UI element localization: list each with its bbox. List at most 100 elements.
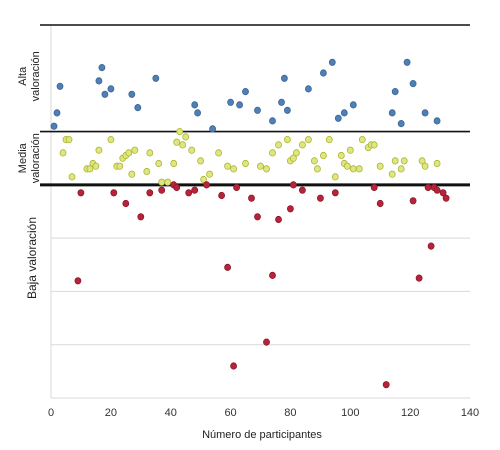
data-point	[230, 165, 238, 173]
data-point	[65, 136, 73, 144]
data-point	[242, 159, 249, 168]
data-point	[146, 189, 154, 197]
data-point	[283, 136, 291, 144]
data-point	[334, 114, 342, 122]
data-point	[280, 74, 288, 82]
data-point	[391, 88, 399, 96]
x-tick-label: 80	[284, 407, 296, 419]
data-point	[343, 162, 351, 170]
data-point	[173, 183, 181, 192]
data-point	[107, 85, 115, 93]
data-point	[134, 104, 142, 112]
data-point	[128, 90, 136, 98]
data-point	[269, 117, 276, 125]
band-label-line2: valoración	[30, 51, 42, 101]
data-point	[298, 186, 306, 194]
data-point	[122, 199, 130, 208]
x-tick-label: 20	[105, 407, 117, 419]
data-point	[74, 277, 82, 285]
data-point	[137, 213, 145, 221]
data-point	[403, 58, 411, 66]
data-point	[209, 125, 217, 133]
data-point	[433, 159, 441, 168]
x-axis-title: Número de participantes	[202, 429, 322, 441]
band-label-alta: Alta valoración	[17, 51, 42, 101]
data-point	[233, 183, 241, 192]
band-line-layer	[40, 24, 470, 187]
data-point	[382, 381, 390, 389]
data-point	[358, 136, 366, 144]
band-label-line2: valoración	[30, 133, 42, 183]
data-point	[328, 58, 336, 66]
data-point	[200, 175, 208, 184]
data-point	[77, 189, 85, 197]
data-point	[125, 149, 133, 157]
data-point	[176, 128, 184, 136]
data-point	[197, 157, 205, 165]
data-point	[275, 215, 282, 224]
data-point	[188, 146, 196, 154]
data-point	[50, 122, 58, 130]
data-point	[173, 138, 181, 146]
data-point	[292, 149, 300, 157]
data-point	[289, 181, 297, 189]
data-point	[263, 165, 270, 173]
data-point	[254, 106, 261, 114]
data-point	[152, 74, 160, 82]
data-point	[376, 162, 384, 170]
data-point	[415, 274, 423, 282]
data-point	[92, 162, 100, 170]
data-point	[194, 109, 202, 117]
data-point	[370, 183, 378, 192]
data-point	[215, 149, 223, 157]
data-point	[107, 136, 115, 144]
data-point	[397, 165, 405, 173]
data-point	[337, 151, 345, 160]
x-tick-label: 40	[165, 407, 177, 419]
data-point	[146, 149, 154, 157]
data-point	[224, 263, 232, 271]
x-tick-label: 60	[224, 407, 236, 419]
data-point	[349, 101, 357, 109]
data-point	[191, 186, 199, 194]
data-point	[355, 165, 363, 173]
data-point	[182, 133, 190, 141]
band-label-line1: Baja valoración	[25, 217, 39, 299]
data-point	[427, 242, 435, 250]
data-point	[143, 167, 151, 176]
band-label-line1: Alta	[17, 66, 29, 86]
data-point	[313, 165, 321, 173]
data-point	[421, 162, 429, 170]
data-point	[203, 181, 211, 189]
data-point	[170, 159, 178, 168]
data-point	[319, 151, 327, 160]
data-point	[424, 183, 432, 192]
band-label-media: Media valoración	[17, 133, 42, 183]
data-point	[95, 146, 103, 154]
data-point	[304, 136, 312, 144]
data-point	[370, 141, 378, 149]
data-point	[304, 85, 312, 93]
data-point	[158, 186, 166, 194]
data-point	[227, 98, 235, 106]
x-tick-label: 120	[401, 407, 419, 419]
data-point	[283, 106, 291, 114]
data-point	[158, 178, 166, 186]
data-point	[128, 170, 136, 178]
data-point	[391, 157, 399, 165]
data-point	[242, 88, 249, 96]
data-point	[421, 109, 429, 117]
data-point	[248, 194, 255, 202]
data-point	[409, 80, 417, 88]
data-point	[257, 162, 264, 170]
data-point	[164, 178, 172, 186]
data-point	[59, 149, 67, 157]
data-point	[278, 98, 285, 106]
data-point	[101, 90, 109, 98]
data-point	[131, 146, 139, 154]
data-point	[56, 82, 64, 90]
data-point	[397, 120, 405, 128]
data-point	[319, 69, 327, 77]
